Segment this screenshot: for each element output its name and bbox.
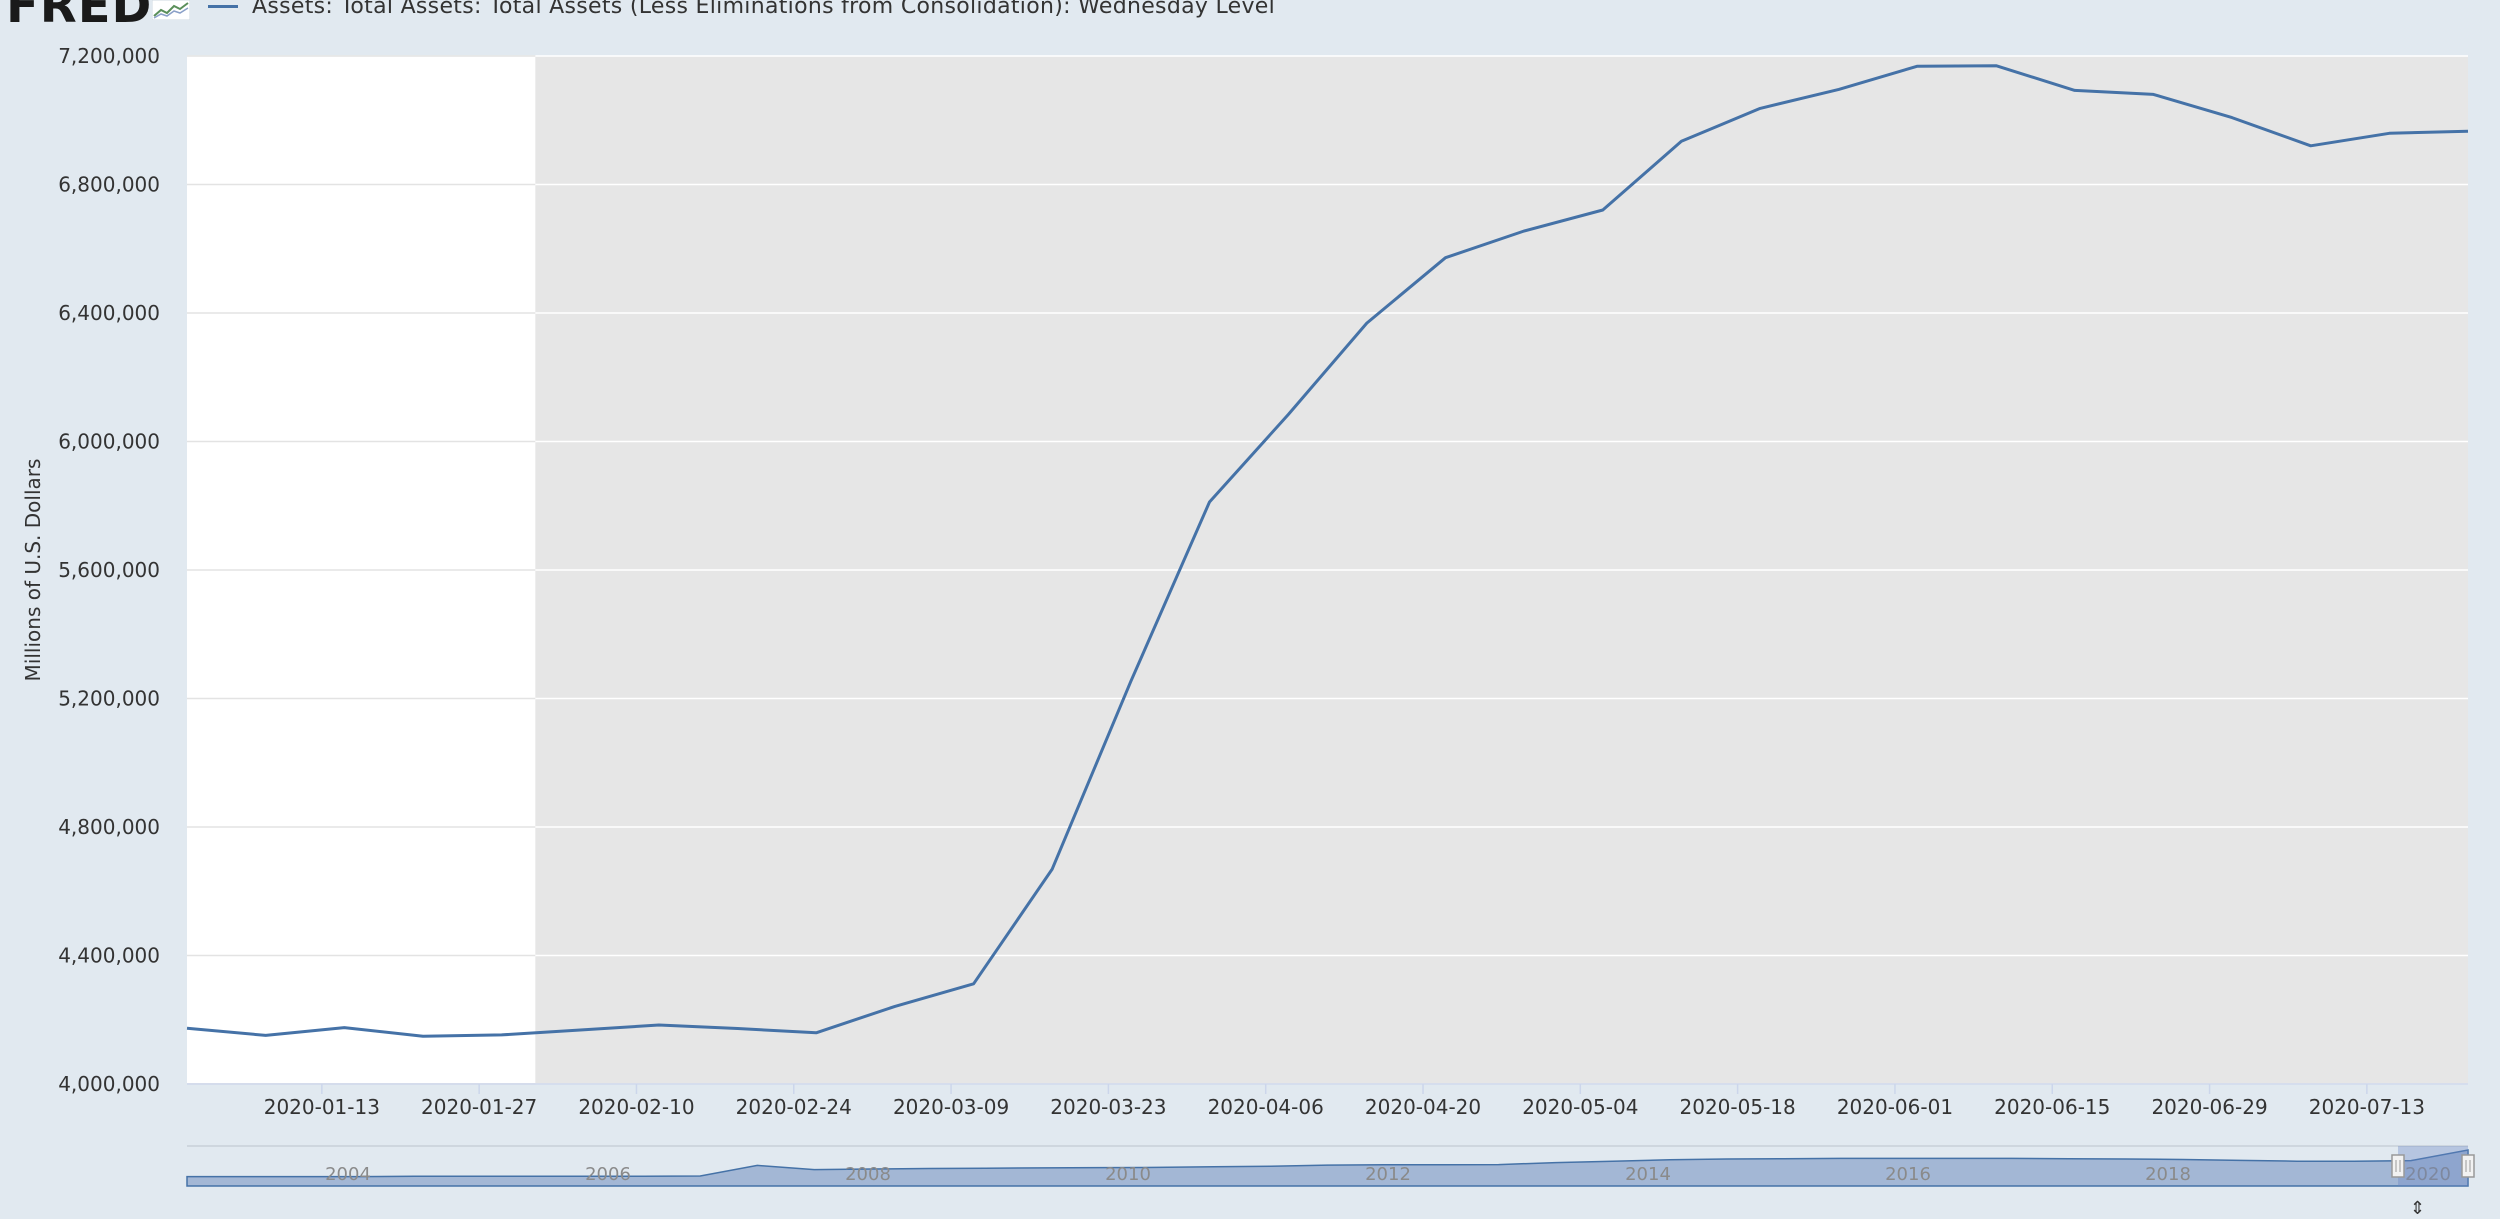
navigator-year-label: 2008 [845, 1164, 891, 1185]
y-tick-label: 6,800,000 [58, 173, 160, 197]
series-layer [186, 64, 2469, 1038]
x-tick-label: 2020-07-13 [2309, 1095, 2425, 1119]
series-line [186, 64, 2469, 1038]
navigator-year-label: 2010 [1105, 1164, 1151, 1185]
x-tick-label: 2020-06-29 [2151, 1095, 2267, 1119]
x-tick-label: 2020-05-04 [1522, 1095, 1638, 1119]
x-tick-label: 2020-04-20 [1365, 1095, 1481, 1119]
navigator-handle[interactable] [2461, 1154, 2475, 1178]
y-tick-label: 7,200,000 [58, 44, 160, 68]
fred-logo[interactable]: FRED [6, 0, 153, 34]
navigator-year-label: 2006 [585, 1164, 631, 1185]
x-tick-label: 2020-03-23 [1050, 1095, 1166, 1119]
navigator-year-label: 2014 [1625, 1164, 1671, 1185]
x-tick-label: 2020-01-27 [421, 1095, 537, 1119]
x-tick-label: 2020-06-15 [1994, 1095, 2110, 1119]
x-axis: 2020-01-13 2020-01-27 2020-02-10 2020-02-24… [187, 1083, 2468, 1119]
navigator-handle[interactable] [2391, 1154, 2405, 1178]
y-tick-label: 6,400,000 [58, 301, 160, 325]
x-tick-label: 2020-03-09 [893, 1095, 1009, 1119]
navigator-year-label: 2020 [2405, 1164, 2451, 1185]
navigator-year-label: 2016 [1885, 1164, 1931, 1185]
y-tick-label: 6,000,000 [58, 430, 160, 454]
legend-series-label: Assets: Total Assets: Total Assets (Less… [252, 0, 1276, 19]
y-tick-label: 5,200,000 [58, 687, 160, 711]
mouse-cursor-icon: ⇕ [2410, 1198, 2426, 1219]
gridlines [187, 55, 2468, 1085]
legend-series-swatch [208, 4, 238, 8]
y-tick-label: 4,400,000 [58, 944, 160, 968]
x-tick-label: 2020-06-01 [1837, 1095, 1953, 1119]
chart-legend[interactable]: Assets: Total Assets: Total Assets (Less… [208, 0, 1275, 21]
x-tick-label: 2020-05-18 [1680, 1095, 1796, 1119]
y-tick-label: 4,800,000 [58, 815, 160, 839]
navigator-selection-window [2398, 1146, 2468, 1186]
navigator-scrollbar[interactable]: 2004 2006 2008 2010 2012 2014 2016 2018 2020 [186, 1145, 2475, 1187]
x-tick-label: 2020-04-06 [1208, 1095, 1324, 1119]
navigator-series-area [186, 1149, 2469, 1187]
y-axis-title: Millions of U.S. Dollars [21, 458, 45, 682]
y-axis: 4,000,000 4,400,000 4,800,000 5,200,000 5,60… [58, 44, 160, 1096]
y-tick-label: 5,600,000 [58, 558, 160, 582]
navigator-year-label: 2012 [1365, 1164, 1411, 1185]
y-tick-label: 4,000,000 [58, 1072, 160, 1096]
navigator-year-label: 2004 [325, 1164, 371, 1185]
navigator-year-label: 2018 [2145, 1164, 2191, 1185]
x-tick-label: 2020-01-13 [264, 1095, 380, 1119]
x-tick-label: 2020-02-10 [578, 1095, 694, 1119]
logo-graph-icon [152, 0, 190, 20]
x-tick-label: 2020-02-24 [736, 1095, 852, 1119]
